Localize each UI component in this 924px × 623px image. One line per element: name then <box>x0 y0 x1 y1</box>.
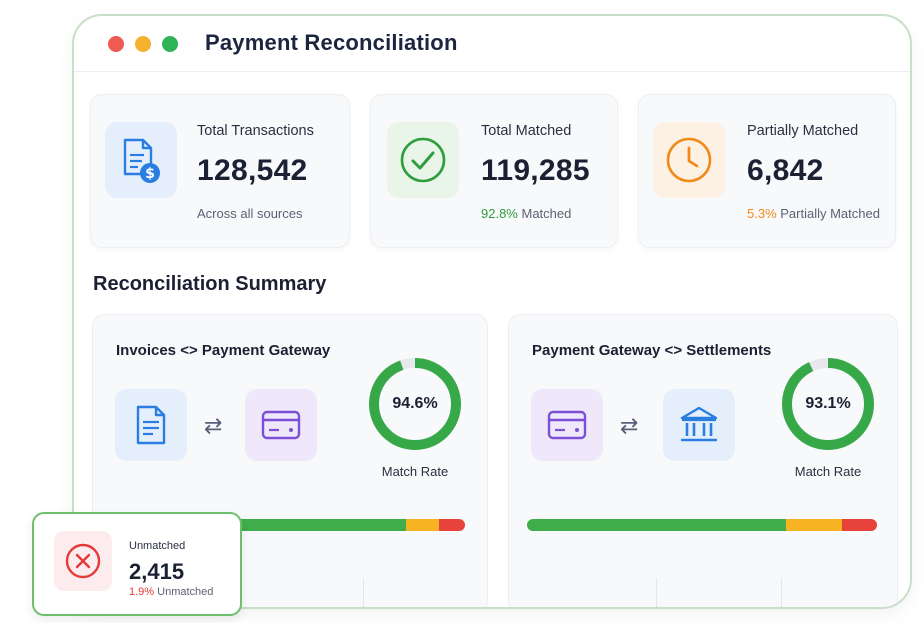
divider <box>363 578 364 607</box>
unmatched-subtext-label: Unmatched <box>154 586 214 598</box>
stat-value: 119,285 <box>481 154 590 187</box>
credit-card-icon <box>245 389 317 461</box>
stat-value: 128,542 <box>197 154 308 187</box>
total-matched-card[interactable]: Total Matched 119,285 92.8% Matched <box>370 94 618 248</box>
bank-icon <box>663 389 735 461</box>
match-rate-donut <box>369 358 461 450</box>
partial-subtext: Partially Matched <box>776 206 880 221</box>
progress-unmatched-segment <box>842 519 877 531</box>
progress-partial-segment <box>406 519 440 531</box>
unmatched-label: Unmatched <box>129 540 186 552</box>
unmatched-value: 2,415 <box>129 559 185 584</box>
stat-subtext: 5.3% Partially Matched <box>747 206 880 221</box>
swap-arrows-icon: ⇄ <box>204 413 223 438</box>
match-rate-caption: Match Rate <box>794 464 862 479</box>
title-bar: Payment Reconciliation <box>74 16 910 72</box>
minimize-window-button[interactable] <box>135 36 151 52</box>
reconciliation-progress-bar <box>527 519 877 531</box>
clock-icon <box>653 122 725 198</box>
partially-matched-card[interactable]: Partially Matched 6,842 5.3% Partially M… <box>638 94 896 248</box>
section-title: Reconciliation Summary <box>93 273 327 295</box>
close-window-button[interactable] <box>108 36 124 52</box>
app-window: Payment Reconciliation $ Total Transacti… <box>72 14 912 609</box>
match-rate-value: 94.6% <box>392 395 438 412</box>
match-rate-donut <box>782 358 874 450</box>
check-circle-icon <box>387 122 459 198</box>
window-title: Payment Reconciliation <box>205 30 458 55</box>
unmatched-subtext: 1.9% Unmatched <box>129 586 213 598</box>
invoice-icon <box>115 389 187 461</box>
credit-card-icon <box>531 389 603 461</box>
swap-arrows-icon: ⇄ <box>620 413 639 438</box>
summary-card-gateway-settlements[interactable]: Payment Gateway <> Settlements ⇄ <box>508 314 898 607</box>
match-rate-value: 93.1% <box>805 395 851 412</box>
progress-unmatched-segment <box>439 519 465 531</box>
stat-subtext: Across all sources <box>197 206 303 221</box>
unmatched-card[interactable]: Unmatched 2,415 1.9% Unmatched <box>32 512 242 616</box>
x-circle-icon <box>54 531 112 591</box>
summary-title: Payment Gateway <> Settlements <box>532 342 772 359</box>
divider <box>656 578 657 607</box>
stat-label: Total Matched <box>481 123 572 139</box>
unmatched-percent: 1.9% <box>129 586 155 598</box>
divider <box>781 578 782 607</box>
maximize-window-button[interactable] <box>162 36 178 52</box>
stat-label: Total Transactions <box>197 123 314 139</box>
total-transactions-card[interactable]: $ Total Transactions 128,542 Across all … <box>90 94 350 248</box>
progress-partial-segment <box>786 519 842 531</box>
progress-matched-segment <box>527 519 786 531</box>
matched-subtext: Matched <box>517 206 572 221</box>
summary-title: Invoices <> Payment Gateway <box>116 342 331 359</box>
stat-label: Partially Matched <box>747 123 859 139</box>
matched-percent: 92.8% <box>481 206 518 221</box>
document-dollar-icon: $ <box>105 122 177 198</box>
partial-percent: 5.3% <box>747 206 777 221</box>
match-rate-caption: Match Rate <box>381 464 449 479</box>
svg-text:$: $ <box>145 166 155 182</box>
stat-subtext: 92.8% Matched <box>481 206 571 221</box>
stat-value: 6,842 <box>747 154 824 187</box>
